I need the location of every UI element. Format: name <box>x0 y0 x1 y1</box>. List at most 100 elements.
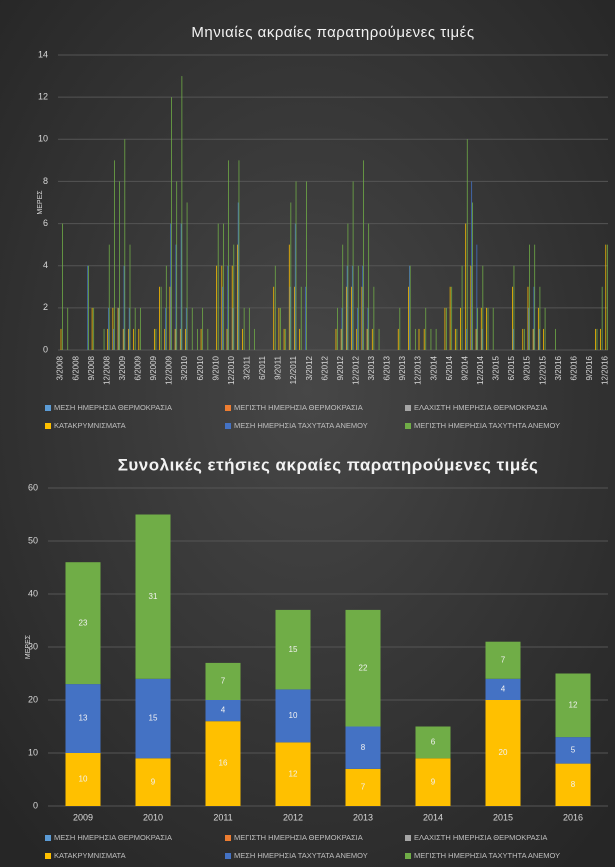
y-tick-label: 2 <box>43 302 48 312</box>
bar-segment <box>135 758 171 806</box>
legend-swatch <box>225 853 231 859</box>
bar <box>165 307 166 350</box>
x-tick-label: 6/2013 <box>383 355 392 380</box>
x-tick-label: 3/2013 <box>367 355 376 380</box>
x-tick-label: 6/2012 <box>320 355 329 380</box>
bar <box>176 181 178 350</box>
bar <box>129 244 131 350</box>
x-tick-label: 9/2012 <box>336 355 345 380</box>
bar <box>133 328 135 350</box>
bar <box>362 265 364 350</box>
bar <box>341 307 343 350</box>
y-tick-label: 60 <box>28 482 38 492</box>
legend-swatch <box>405 423 411 429</box>
bar <box>306 181 307 350</box>
bar <box>537 307 539 350</box>
data-label: 4 <box>501 685 506 694</box>
bar-segment <box>485 641 521 679</box>
y-tick-label: 30 <box>28 641 38 651</box>
bar <box>200 328 202 350</box>
legend-swatch <box>225 835 231 841</box>
bar <box>466 139 468 350</box>
bar <box>544 307 546 350</box>
bar <box>217 223 219 350</box>
x-tick-label: 12/2015 <box>538 355 547 384</box>
data-label: 13 <box>79 714 88 723</box>
x-tick-label: 3/2008 <box>56 355 65 380</box>
bar <box>155 328 157 350</box>
bar <box>466 328 467 350</box>
bar <box>481 328 483 350</box>
bar <box>486 307 487 350</box>
bar-segment <box>555 737 591 764</box>
bar <box>299 328 301 350</box>
bar-segment <box>415 726 451 759</box>
bar <box>186 202 188 350</box>
x-tick-label: 9/2014 <box>460 355 469 380</box>
bar <box>124 139 126 350</box>
bar <box>179 328 181 350</box>
x-tick-label: 12/2010 <box>227 355 236 384</box>
x-tick-label: 3/2009 <box>118 355 127 380</box>
legend-swatch <box>405 853 411 859</box>
bar <box>528 307 530 350</box>
bar <box>174 328 176 350</box>
bar <box>119 181 121 350</box>
y-tick-label: 0 <box>33 800 38 810</box>
data-label: 7 <box>361 783 366 792</box>
bar-segment <box>205 700 241 722</box>
bar-segment <box>555 673 591 738</box>
bar-segment <box>65 562 101 685</box>
bar <box>367 307 369 350</box>
bar-segment <box>345 768 381 806</box>
bar <box>216 265 218 350</box>
bar <box>273 286 275 350</box>
legend-label: ΜΕΓΙΣΤΗ ΗΜΕΡΗΣΙΑ ΘΕΡΜΟΚΡΑΣΙΑ <box>234 833 363 842</box>
legend-label: ΜΕΣΗ ΗΜΕΡΗΣΙΑ ΤΑΧΥΤΑΤΑ ΑΝΕΜΟΥ <box>234 421 368 430</box>
bar <box>185 307 187 350</box>
bar <box>456 328 458 350</box>
bar <box>170 223 172 350</box>
bar <box>118 307 120 350</box>
bar <box>62 223 63 350</box>
bar <box>476 244 478 350</box>
bar <box>207 328 209 350</box>
bar <box>533 286 535 350</box>
bar <box>227 265 229 350</box>
legend-swatch <box>405 405 411 411</box>
legend-swatch <box>225 405 231 411</box>
x-tick-label: 3/2015 <box>492 355 501 380</box>
bar <box>378 328 380 350</box>
data-label: 31 <box>149 592 158 601</box>
bar <box>180 223 182 350</box>
bar <box>346 265 348 350</box>
bar <box>460 307 461 350</box>
x-tick-label: 9/2008 <box>87 355 96 380</box>
bar <box>512 328 514 350</box>
x-tick-label: 6/2014 <box>445 355 454 380</box>
bar <box>107 328 109 350</box>
legend-label: ΚΑΤΑΚΡΥΜΝΙΣΜΑΤΑ <box>54 851 126 860</box>
bar <box>356 328 358 350</box>
bar <box>181 76 183 351</box>
bar-segment <box>345 726 381 769</box>
bar <box>289 286 291 350</box>
x-tick-label: 2012 <box>283 812 303 822</box>
x-tick-label: 12/2009 <box>165 355 174 384</box>
legend-label: ΜΕΓΙΣΤΗ ΗΜΕΡΗΣΙΑ ΘΕΡΜΟΚΡΑΣΙΑ <box>234 403 363 412</box>
bar <box>103 328 105 350</box>
data-label: 10 <box>289 711 298 720</box>
bar <box>477 307 479 350</box>
bar-segment <box>275 742 311 806</box>
legend-label: ΕΛΑΧΙΣΤΗ ΗΜΕΡΗΣΙΑ ΘΕΡΜΟΚΡΑΣΙΑ <box>414 403 547 412</box>
x-tick-label: 2014 <box>423 812 443 822</box>
bar <box>294 286 295 350</box>
bar <box>480 307 482 350</box>
data-label: 16 <box>219 759 228 768</box>
bar <box>414 328 416 350</box>
bar <box>294 223 296 350</box>
chart-title: Συνολικές ετήσιες ακραίες παρατηρούμενες… <box>118 455 539 474</box>
bar <box>555 328 556 350</box>
bar <box>409 265 410 350</box>
bar <box>243 307 245 350</box>
